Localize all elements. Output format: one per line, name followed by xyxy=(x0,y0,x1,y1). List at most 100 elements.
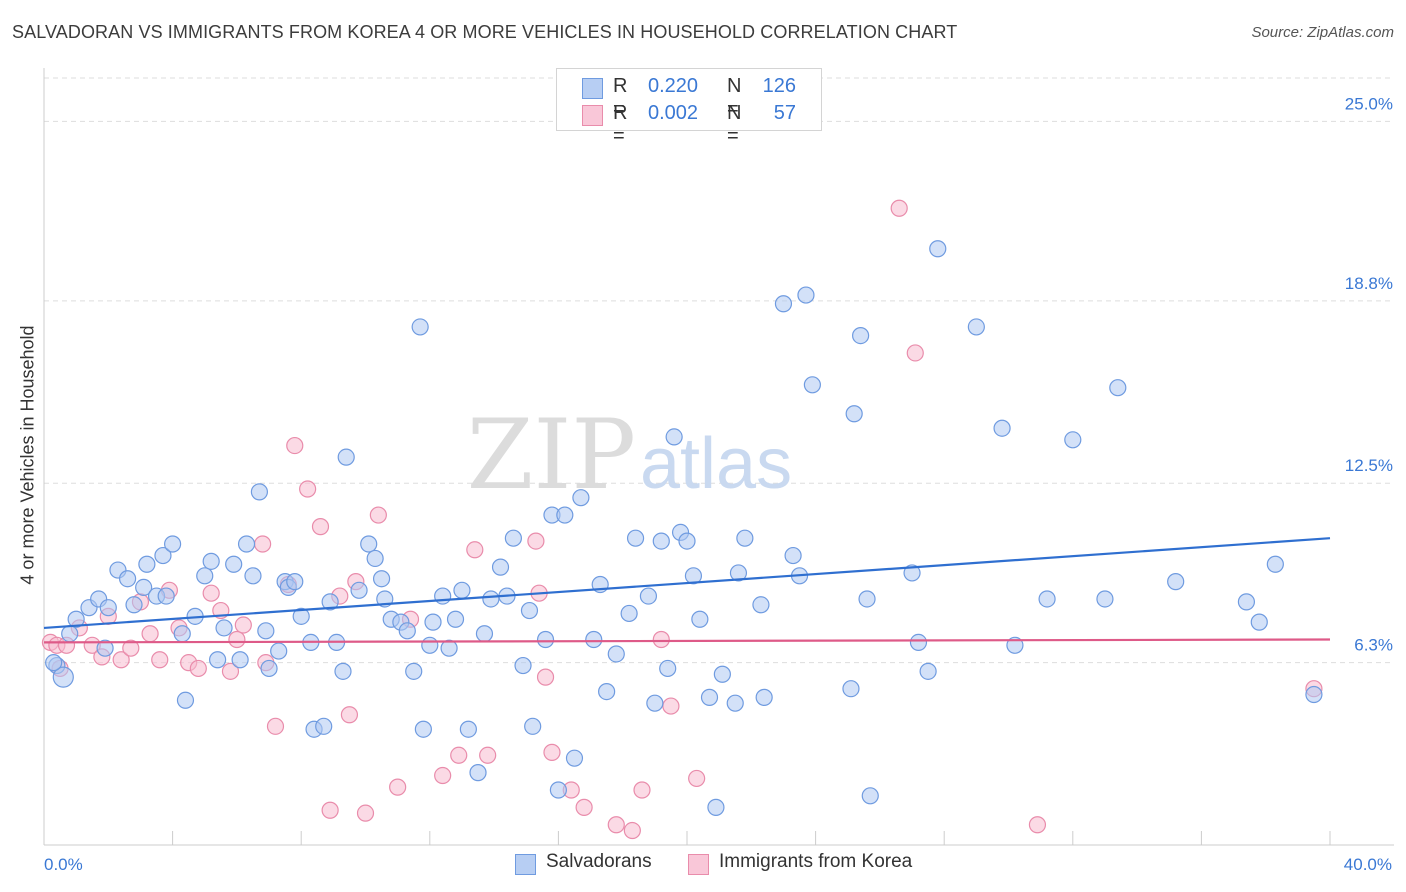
salvadoran-point xyxy=(315,717,333,735)
korea-point xyxy=(434,766,452,785)
salvadoran-point xyxy=(639,587,658,605)
korea-point xyxy=(527,532,545,550)
y-tick-label: 6.3% xyxy=(1354,636,1393,655)
salvadoran-point xyxy=(678,532,696,550)
x-tick-label: 40.0% xyxy=(1344,855,1392,874)
salvadoran-point xyxy=(453,581,471,599)
korea-point xyxy=(450,746,468,764)
salvadoran-point xyxy=(45,654,63,672)
salvadoran-point xyxy=(536,630,555,649)
salvadoran-point xyxy=(607,645,625,663)
legend-n-value-salvadoran: 126 xyxy=(762,75,796,97)
salvadoran-point xyxy=(202,552,220,570)
korea-point xyxy=(890,199,908,217)
series-salvadoran-points xyxy=(45,240,1323,816)
trend-line-korea xyxy=(43,638,1331,644)
legend-swatch-salvadorans xyxy=(515,854,536,875)
salvadoran-point xyxy=(337,448,355,466)
salvadoran-point xyxy=(118,570,137,588)
korea-point xyxy=(466,541,484,559)
korea-point xyxy=(389,778,407,796)
korea-point xyxy=(369,506,387,524)
salvadoran-point xyxy=(797,286,815,304)
salvadoran-point xyxy=(164,535,182,553)
salvadoran-point xyxy=(726,694,744,712)
salvadoran-point xyxy=(774,295,793,313)
salvadoran-point xyxy=(157,587,175,605)
salvadoran-point xyxy=(903,564,921,582)
series-korea-points xyxy=(41,199,1323,840)
korea-point xyxy=(189,659,207,678)
korea-point xyxy=(311,518,330,536)
salvadoran-point xyxy=(257,622,275,640)
korea-point xyxy=(228,630,246,649)
salvadoran-point xyxy=(1109,379,1127,397)
korea-point xyxy=(536,668,555,686)
salvadoran-point xyxy=(919,662,937,680)
salvadoran-point xyxy=(598,682,616,701)
salvadoran-point xyxy=(99,599,117,617)
korea-point xyxy=(340,706,359,724)
salvadoran-point xyxy=(1305,685,1323,704)
salvadoran-point xyxy=(736,529,754,547)
salvadoran-point xyxy=(366,549,384,568)
salvadoran-point xyxy=(334,662,352,680)
salvadoran-point xyxy=(440,639,458,657)
korea-point xyxy=(202,584,220,602)
legend-r-label: R = xyxy=(613,102,628,147)
salvadoran-point xyxy=(1250,613,1268,631)
salvadoran-point xyxy=(784,546,802,565)
y-axis-label: 4 or more Vehicles in Household xyxy=(17,325,38,585)
salvadoran-point xyxy=(215,619,233,637)
chart-title: SALVADORAN VS IMMIGRANTS FROM KOREA 4 OR… xyxy=(12,22,958,42)
trend-line-salvadoran xyxy=(43,537,1331,630)
salvadoran-point xyxy=(845,405,863,423)
salvadoran-point xyxy=(504,529,522,547)
trend-lines xyxy=(43,537,1331,644)
salvadoran-point xyxy=(1266,555,1284,573)
salvadoran-point xyxy=(209,651,227,669)
korea-point xyxy=(286,436,304,455)
salvadoran-point xyxy=(585,630,603,649)
salvadoran-point xyxy=(861,787,879,805)
legend-label-korea: Immigrants from Korea xyxy=(719,851,913,872)
korea-point xyxy=(234,616,252,634)
watermark: ZIP atlas xyxy=(467,399,792,511)
stats-legend: R = 0.220 N = 126 R = 0.002 N = 57 xyxy=(556,68,822,147)
salvadoran-point xyxy=(700,688,719,706)
korea-point xyxy=(662,697,680,715)
korea-point xyxy=(254,535,272,553)
korea-point xyxy=(688,769,706,788)
salvadoran-point xyxy=(52,666,74,688)
salvadoran-point xyxy=(967,318,985,336)
korea-point xyxy=(122,639,140,657)
legend-r-value-korea: 0.002 xyxy=(648,102,699,124)
salvadoran-point xyxy=(852,326,870,345)
korea-point xyxy=(543,743,561,761)
salvadoran-point xyxy=(752,596,770,614)
salvadoran-point xyxy=(398,622,416,640)
salvadoran-point xyxy=(459,720,477,738)
legend-swatch-korea-bottom xyxy=(688,854,709,875)
legend-r-value-salvadoran: 0.220 xyxy=(648,75,699,97)
salvadoran-point xyxy=(469,764,487,782)
salvadoran-point xyxy=(684,567,703,585)
legend-swatch-korea xyxy=(582,105,603,126)
legend-n-value-korea: 57 xyxy=(773,102,796,124)
salvadoran-point xyxy=(1038,590,1056,608)
korea-point xyxy=(575,798,593,816)
korea-point xyxy=(112,651,130,669)
salvadoran-point xyxy=(729,564,748,582)
salvadoran-point xyxy=(524,717,542,735)
salvadoran-point xyxy=(755,688,773,706)
korea-point xyxy=(479,746,497,764)
salvadoran-point xyxy=(286,573,304,591)
salvadoran-point xyxy=(803,376,821,394)
salvadoran-point xyxy=(565,749,584,767)
salvadoran-point xyxy=(225,555,243,573)
salvadoran-point xyxy=(350,581,368,599)
legend-swatch-salvadoran xyxy=(582,78,603,99)
legend-r-label: R = xyxy=(613,75,628,120)
salvadoran-point xyxy=(514,656,532,675)
salvadoran-point xyxy=(61,625,79,643)
